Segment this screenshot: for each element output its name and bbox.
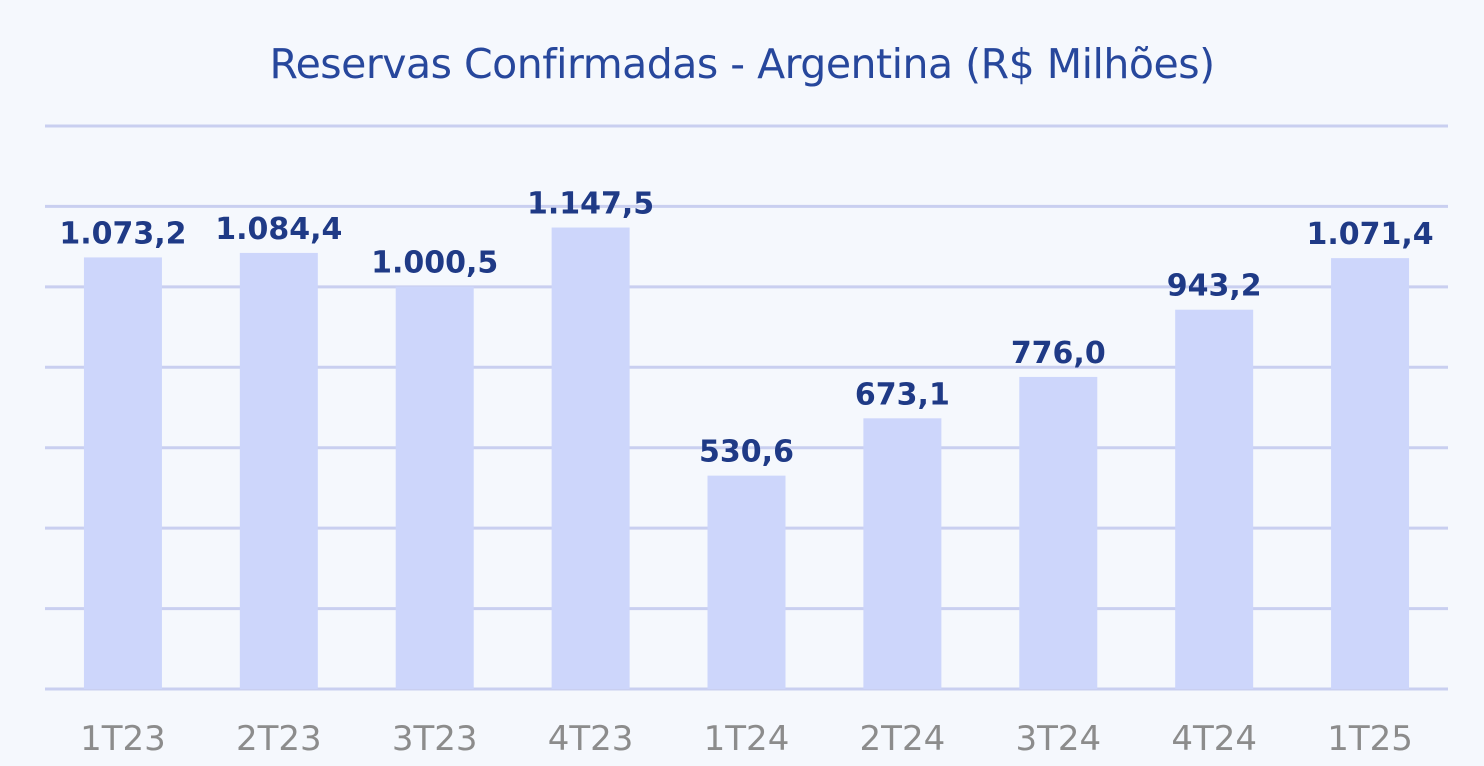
data-label-1t25: 1.071,4 (1306, 217, 1433, 252)
data-label-4t23: 1.147,5 (527, 187, 654, 222)
bar-3t23 (395, 286, 474, 689)
bar-1t23 (83, 257, 162, 689)
data-label-2t23: 1.084,4 (215, 212, 342, 247)
data-label-4t24: 943,2 (1167, 269, 1262, 304)
bar-4t23 (551, 227, 630, 689)
data-label-2t24: 673,1 (855, 377, 950, 412)
data-label-3t23: 1.000,5 (371, 246, 498, 281)
tick-label-4t23: 4T23 (548, 719, 634, 759)
x-axis-tick-labels: 1T23 2T23 3T23 4T23 1T24 2T24 3T24 4T24 1T25 (80, 719, 1413, 759)
bar-4t24 (1175, 309, 1254, 689)
tick-label-3t23: 3T23 (392, 719, 478, 759)
tick-label-2t23: 2T23 (236, 719, 322, 759)
data-label-3t24: 776,0 (1011, 336, 1106, 371)
bar-3t24 (1019, 376, 1098, 689)
bar-2t23 (239, 252, 318, 689)
tick-label-1t25: 1T25 (1327, 719, 1413, 759)
bars (83, 227, 1410, 689)
bar-1t24 (707, 475, 786, 689)
tick-label-1t23: 1T23 (80, 719, 166, 759)
data-labels: 1.073,2 1.084,4 1.000,5 1.147,5 530,6 673,1 77… (59, 187, 1433, 470)
bar-2t24 (863, 418, 942, 689)
chart-title: Reservas Confirmadas - Argentina (R$ Mil… (269, 40, 1215, 88)
data-label-1t23: 1.073,2 (59, 216, 186, 251)
bar-1t25 (1331, 258, 1410, 689)
data-label-1t24: 530,6 (699, 435, 794, 470)
tick-label-3t24: 3T24 (1015, 719, 1101, 759)
tick-label-4t24: 4T24 (1171, 719, 1257, 759)
tick-label-2t24: 2T24 (860, 719, 946, 759)
tick-label-1t24: 1T24 (704, 719, 790, 759)
